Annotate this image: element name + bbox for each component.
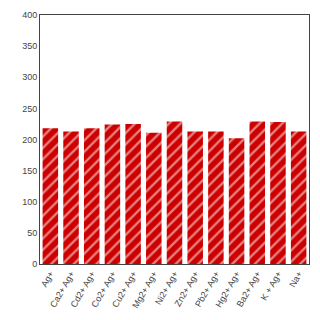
svg-text:100: 100 bbox=[22, 197, 37, 207]
svg-text:200: 200 bbox=[22, 135, 37, 145]
svg-text:Pb2+ Ag+: Pb2+ Ag+ bbox=[193, 270, 221, 309]
svg-text:Mg2+ Ag+: Mg2+ Ag+ bbox=[130, 270, 159, 311]
svg-text:250: 250 bbox=[22, 104, 37, 114]
svg-text:Na+: Na+ bbox=[287, 270, 304, 290]
svg-text:K + Ag+: K + Ag+ bbox=[259, 270, 284, 303]
svg-text:300: 300 bbox=[22, 72, 37, 82]
svg-text:Cu2+ Ag+: Cu2+ Ag+ bbox=[110, 270, 139, 310]
svg-text:350: 350 bbox=[22, 41, 37, 51]
svg-text:Hg2+ Ag+: Hg2+ Ag+ bbox=[214, 270, 243, 310]
svg-text:Cd2+ Ag+: Cd2+ Ag+ bbox=[69, 270, 98, 310]
svg-text:Ag+: Ag+ bbox=[39, 270, 56, 289]
svg-text:Zn2+ Ag+: Zn2+ Ag+ bbox=[173, 270, 201, 309]
svg-text:50: 50 bbox=[27, 228, 37, 238]
svg-text:Ni2+ Ag+: Ni2+ Ag+ bbox=[153, 270, 180, 307]
svg-text:0: 0 bbox=[32, 259, 37, 269]
svg-text:150: 150 bbox=[22, 166, 37, 176]
svg-text:400: 400 bbox=[22, 10, 37, 20]
svg-text:Co2+ Ag+: Co2+ Ag+ bbox=[89, 270, 118, 310]
svg-text:Ba2+ Ag+: Ba2+ Ag+ bbox=[234, 270, 262, 309]
svg-text:Ca2+ Ag+: Ca2+ Ag+ bbox=[48, 270, 77, 310]
